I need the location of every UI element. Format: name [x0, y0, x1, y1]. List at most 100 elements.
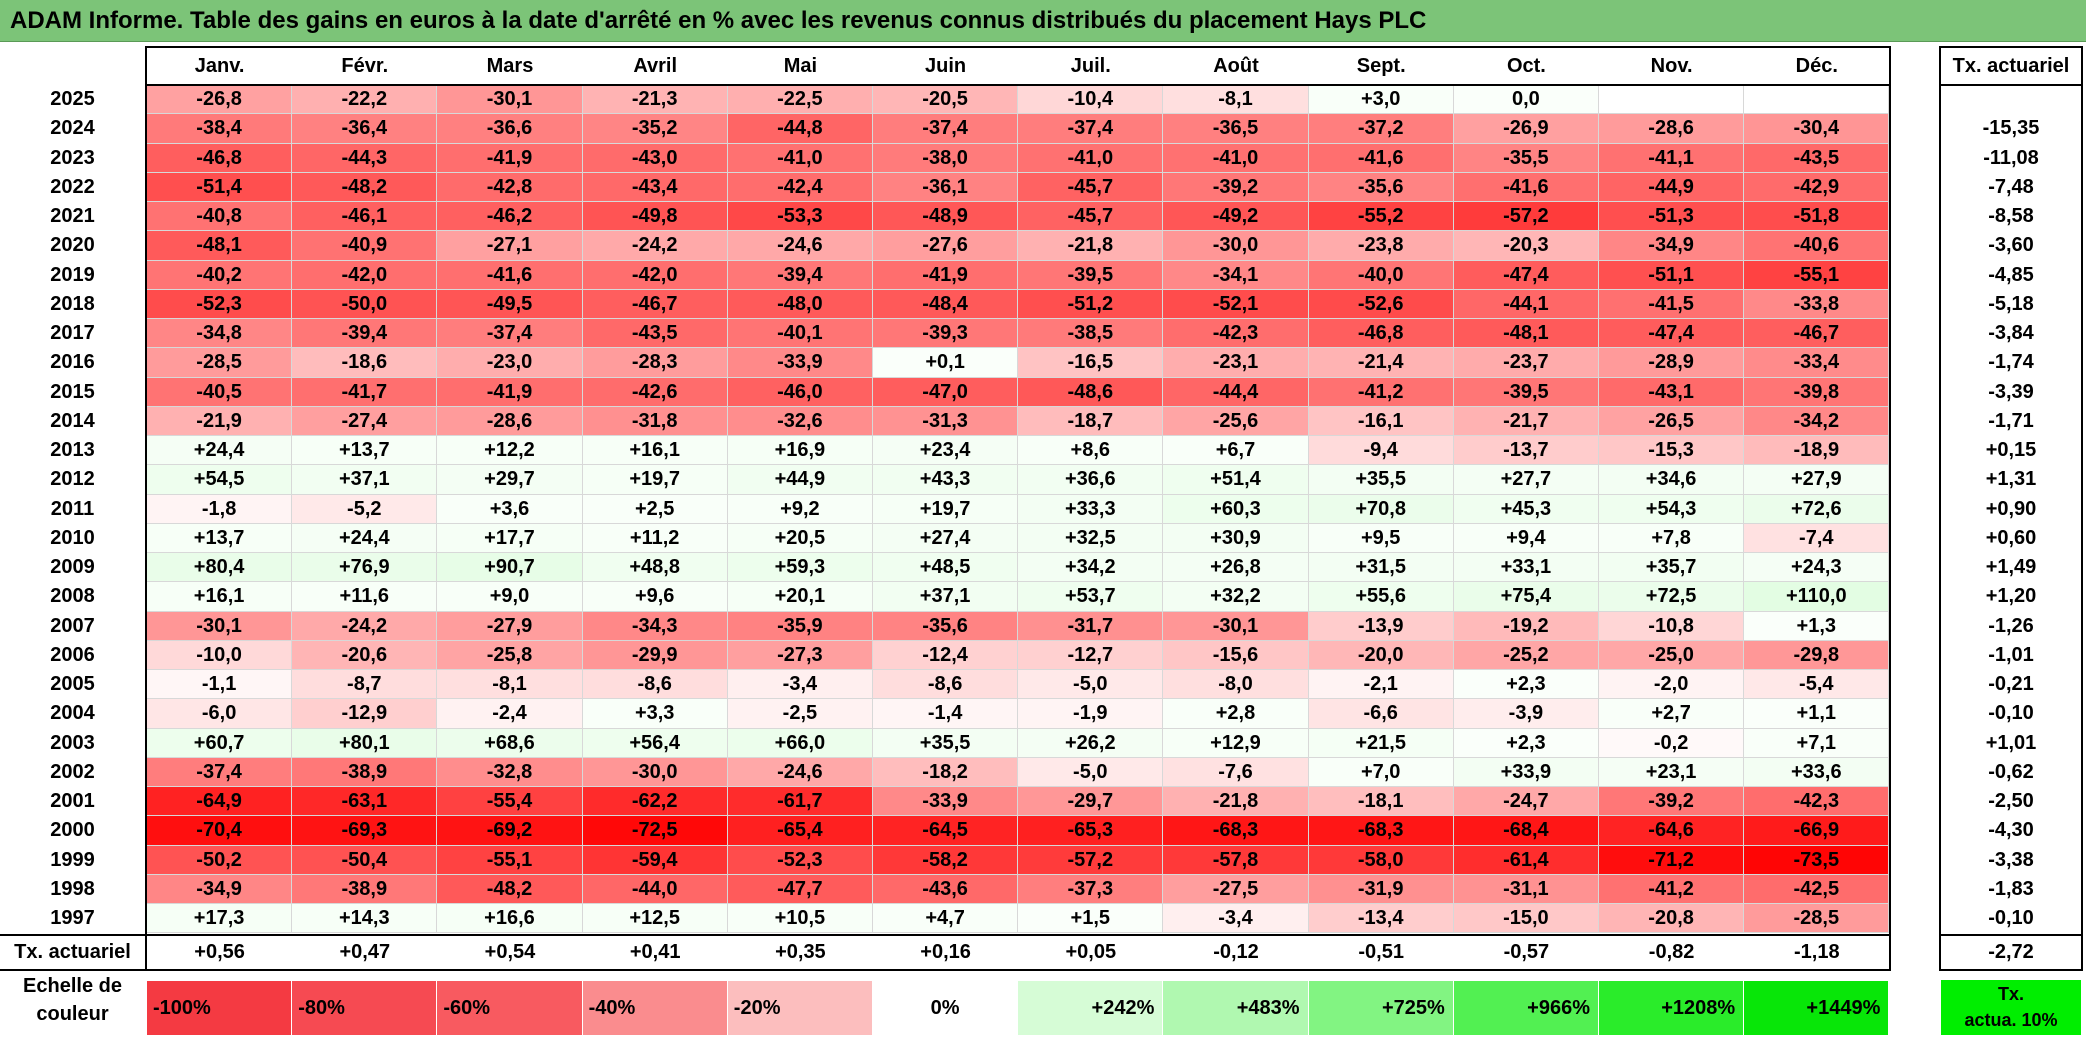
value-cell: -51,8	[1744, 202, 1890, 232]
value-cell: -41,5	[1599, 289, 1745, 319]
value-cell: -6,6	[1308, 699, 1454, 729]
value-cell: -23,8	[1308, 231, 1454, 261]
value-cell: -41,2	[1599, 874, 1745, 904]
value-cell: -8,7	[292, 670, 438, 700]
value-cell: -5,2	[292, 494, 438, 524]
value-cell: -27,3	[727, 640, 873, 670]
rate-cell: -5,18	[1988, 292, 2034, 315]
value-cell: +3,3	[582, 699, 728, 729]
value-cell: -51,4	[147, 172, 293, 202]
value-cell: +7,8	[1599, 523, 1745, 553]
month-header: Août	[1213, 55, 1259, 77]
value-cell: +54,3	[1599, 494, 1745, 524]
value-cell: -21,8	[1163, 787, 1309, 817]
value-cell: -18,9	[1744, 436, 1890, 466]
month-header: Mai	[783, 55, 818, 77]
rate-cell: -4,85	[1988, 263, 2034, 286]
value-cell: +53,7	[1018, 582, 1164, 612]
value-cell: -27,1	[437, 231, 583, 261]
month-header: Juil.	[1070, 55, 1111, 77]
value-cell: -48,1	[1453, 319, 1599, 349]
value-cell: -12,4	[873, 640, 1019, 670]
value-cell: -33,8	[1744, 289, 1890, 319]
report-title: ADAM Informe. Table des gains en euros à…	[0, 0, 2086, 42]
value-cell: +16,9	[727, 436, 873, 466]
value-cell: +33,9	[1453, 757, 1599, 787]
value-cell: -61,4	[1453, 845, 1599, 875]
value-cell: -21,9	[147, 406, 293, 436]
value-cell: -57,8	[1163, 845, 1309, 875]
value-cell: -30,1	[437, 85, 583, 115]
month-header: Sept.	[1356, 55, 1406, 77]
value-cell: +20,5	[727, 523, 873, 553]
color-scale-swatch: -100%	[147, 981, 293, 1035]
value-cell: -55,2	[1308, 202, 1454, 232]
value-cell	[1744, 85, 1890, 115]
value-cell: -39,2	[1599, 787, 1745, 817]
year-label: 2016	[50, 351, 95, 374]
color-scale-label: Echelle de couleur	[0, 972, 145, 1032]
footer-value-cell: +0,16	[920, 941, 971, 964]
footer-value-cell: -0,57	[1503, 941, 1550, 964]
value-cell: +55,6	[1308, 582, 1454, 612]
value-cell: -24,7	[1453, 787, 1599, 817]
value-cell: +17,3	[147, 904, 293, 934]
value-cell: -73,5	[1744, 845, 1890, 875]
value-cell: +27,4	[873, 523, 1019, 553]
year-label: 2006	[50, 643, 95, 666]
value-cell: -42,6	[582, 377, 728, 407]
rate-cell: -0,21	[1988, 673, 2034, 695]
value-cell: +9,5	[1308, 523, 1454, 553]
footer-rule-rate	[1941, 934, 2081, 937]
value-cell: -15,3	[1599, 436, 1745, 466]
value-cell: +30,9	[1163, 523, 1309, 553]
value-cell: -46,7	[582, 289, 728, 319]
year-label: 2021	[50, 205, 95, 227]
value-cell: -64,5	[873, 816, 1019, 846]
value-cell: +80,4	[147, 553, 293, 583]
year-label: 1999	[50, 848, 95, 871]
header-rule-rate	[1941, 84, 2081, 86]
value-cell: -21,3	[582, 85, 728, 115]
value-cell: -27,9	[437, 611, 583, 641]
value-cell: -24,2	[292, 611, 438, 641]
value-cell: +75,4	[1453, 582, 1599, 612]
month-header: Avril	[633, 55, 678, 77]
year-label: 2008	[50, 585, 95, 608]
value-cell: -2,4	[437, 699, 583, 729]
value-cell: -41,2	[1308, 377, 1454, 407]
value-cell: -42,0	[292, 260, 438, 290]
rate-cell	[1941, 85, 2081, 114]
value-cell: -1,8	[147, 494, 293, 524]
year-label: 2002	[50, 760, 95, 783]
value-cell: +43,3	[873, 465, 1019, 495]
value-cell: -31,1	[1453, 874, 1599, 904]
value-cell: -1,9	[1018, 699, 1164, 729]
value-cell: -43,5	[582, 319, 728, 349]
value-cell: -42,8	[437, 172, 583, 202]
value-cell: -64,9	[147, 787, 293, 817]
value-cell: -8,1	[437, 670, 583, 700]
value-cell: -3,4	[1163, 904, 1309, 934]
value-cell: -41,0	[727, 143, 873, 173]
rate-cell: -1,01	[1988, 643, 2034, 666]
value-cell: +31,5	[1308, 553, 1454, 583]
value-cell: -66,9	[1744, 816, 1890, 846]
value-cell: +3,6	[437, 494, 583, 524]
value-cell: -50,2	[147, 845, 293, 875]
value-cell: +23,4	[873, 436, 1019, 466]
color-scale-rate-swatch: Tx. actua. 10%	[1941, 980, 2081, 1035]
rate-cell: -1,71	[1988, 409, 2034, 432]
value-cell: +12,5	[582, 904, 728, 934]
footer-value-cell: +0,05	[1065, 941, 1117, 964]
month-header: Mars	[486, 55, 534, 77]
value-cell: -59,4	[582, 845, 728, 875]
bottom-rule-years	[0, 969, 145, 972]
color-scale-swatch: +242%	[1018, 981, 1164, 1035]
value-cell: -40,2	[147, 260, 293, 290]
value-cell: -18,7	[1018, 406, 1164, 436]
value-cell: +8,6	[1018, 436, 1164, 466]
value-cell: -47,7	[727, 874, 873, 904]
color-scale-label-line1: Echelle de	[23, 975, 122, 997]
value-cell: -2,5	[727, 699, 873, 729]
